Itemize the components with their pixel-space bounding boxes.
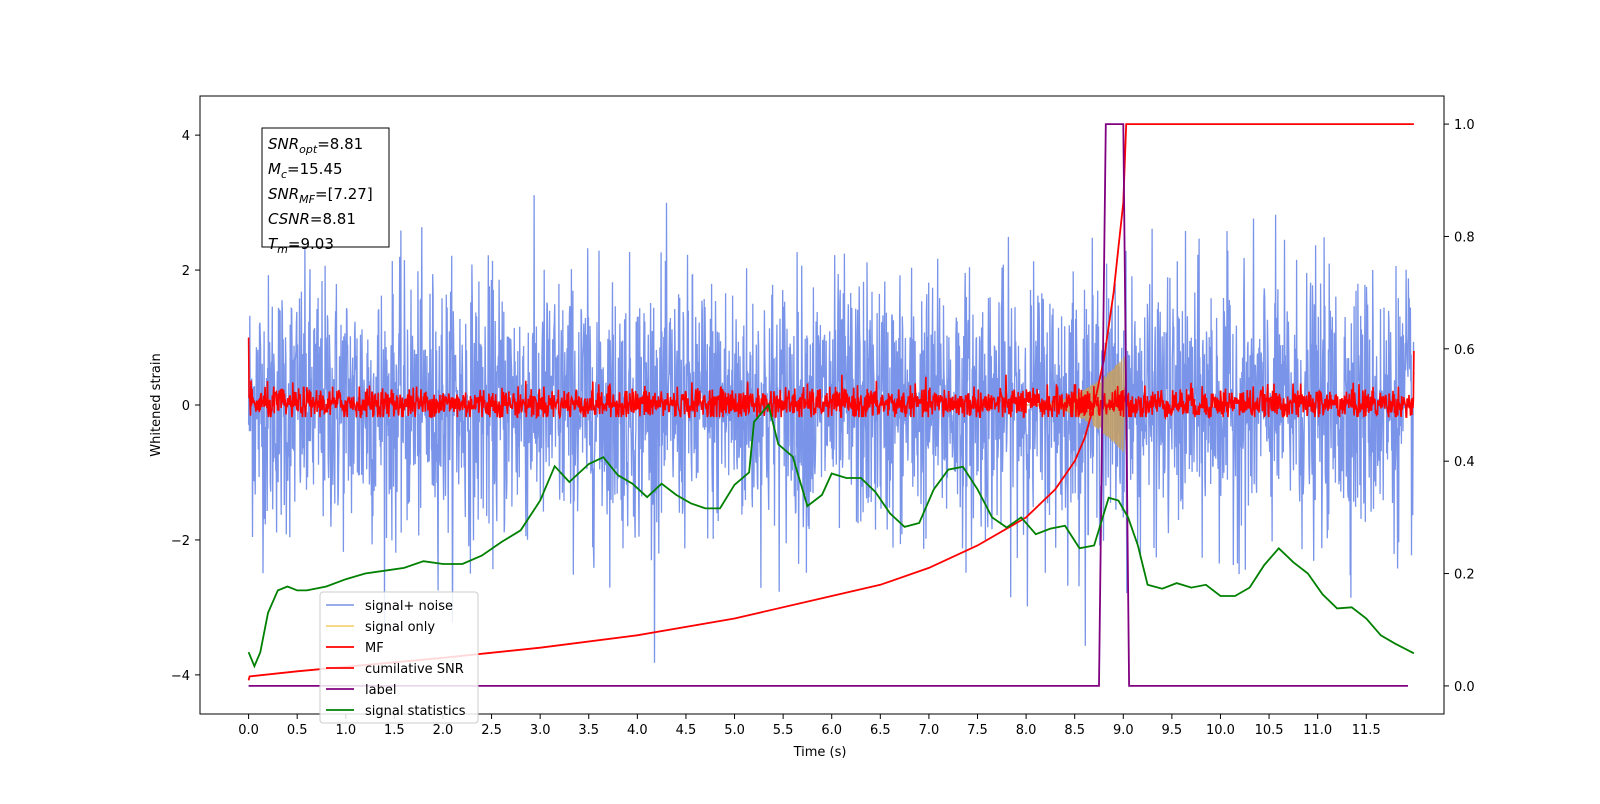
annotation-line: SNRMF=[7.27] — [268, 185, 373, 206]
annotation-line: CSNR=8.81 — [268, 210, 356, 228]
legend-label-label: label — [365, 683, 396, 698]
x-tick-label: 11.5 — [1352, 723, 1381, 738]
x-axis-title: Time (s) — [793, 745, 847, 760]
y-tick-label: 4 — [182, 129, 190, 144]
x-tick-label: 10.5 — [1255, 723, 1284, 738]
annotation-box: SNRopt=8.81 Mc=15.45 SNRMF=[7.27] CSNR=8.81… — [261, 127, 390, 256]
x-tick-label: 10.0 — [1206, 723, 1235, 738]
x-tick-label: 7.5 — [967, 723, 988, 738]
annotation-line: Mc=15.45 — [268, 160, 343, 181]
legend-label-mf: MF — [365, 641, 384, 656]
annotation-line: SNRopt=8.81 — [268, 135, 363, 156]
x-tick-label: 5.0 — [724, 723, 745, 738]
y2-axis: 0.0 0.2 0.4 0.6 0.8 1.0 — [1444, 118, 1475, 695]
legend-label-signal-statistics: signal statistics — [365, 704, 466, 719]
series-signal-statistics — [247, 403, 1415, 669]
y-tick-label: −4 — [171, 669, 190, 684]
y2-tick-label: 0.0 — [1454, 680, 1475, 695]
series-label — [248, 123, 1408, 687]
x-tick-label: 5.5 — [773, 723, 794, 738]
x-tick-label: 0.5 — [287, 723, 308, 738]
x-axis: 0.0 0.5 1.0 1.5 2.0 2.5 3.0 3.5 4.0 4.5 5.0 5.5 6.0 6… — [238, 714, 1381, 738]
y2-tick-label: 0.2 — [1454, 568, 1475, 583]
legend-label-signal-only: signal only — [365, 620, 435, 635]
y-tick-label: 2 — [182, 264, 190, 279]
y2-tick-label: 0.4 — [1454, 455, 1475, 470]
annotation-line: Tm=9.03 — [268, 235, 334, 256]
x-tick-label: 6.0 — [821, 723, 842, 738]
legend-frame — [319, 591, 479, 724]
x-tick-label: 9.0 — [1113, 723, 1134, 738]
legend-label-signal-noise: signal+ noise — [365, 599, 453, 614]
x-tick-label: 2.5 — [481, 723, 502, 738]
x-tick-label: 9.5 — [1162, 723, 1183, 738]
x-tick-label: 7.0 — [919, 723, 940, 738]
y2-tick-label: 0.6 — [1454, 343, 1475, 358]
x-tick-label: 3.0 — [530, 723, 551, 738]
y-axis: −4 −2 0 2 4 — [171, 129, 200, 684]
legend: signal+ noise signal only MF cumilative SNR… — [319, 591, 479, 724]
x-tick-label: 8.5 — [1064, 723, 1085, 738]
x-tick-label: 8.0 — [1016, 723, 1037, 738]
annotation-frame — [261, 127, 390, 248]
y-tick-label: 0 — [182, 399, 190, 414]
y-axis-title: Whitened strain — [149, 353, 164, 456]
x-tick-label: 1.0 — [335, 723, 356, 738]
series-mf — [247, 337, 1415, 421]
x-tick-label: 6.5 — [870, 723, 891, 738]
x-tick-label: 4.0 — [627, 723, 648, 738]
x-tick-label: 11.0 — [1303, 723, 1332, 738]
x-tick-label: 0.0 — [238, 723, 259, 738]
x-tick-label: 1.5 — [384, 723, 405, 738]
y2-tick-label: 0.8 — [1454, 230, 1475, 245]
y2-tick-label: 1.0 — [1454, 118, 1475, 133]
x-tick-label: 4.5 — [676, 723, 697, 738]
y-tick-label: −2 — [171, 534, 190, 549]
x-tick-label: 3.5 — [578, 723, 599, 738]
legend-label-cumilative-snr: cumilative SNR — [365, 662, 464, 677]
x-tick-label: 2.0 — [433, 723, 454, 738]
